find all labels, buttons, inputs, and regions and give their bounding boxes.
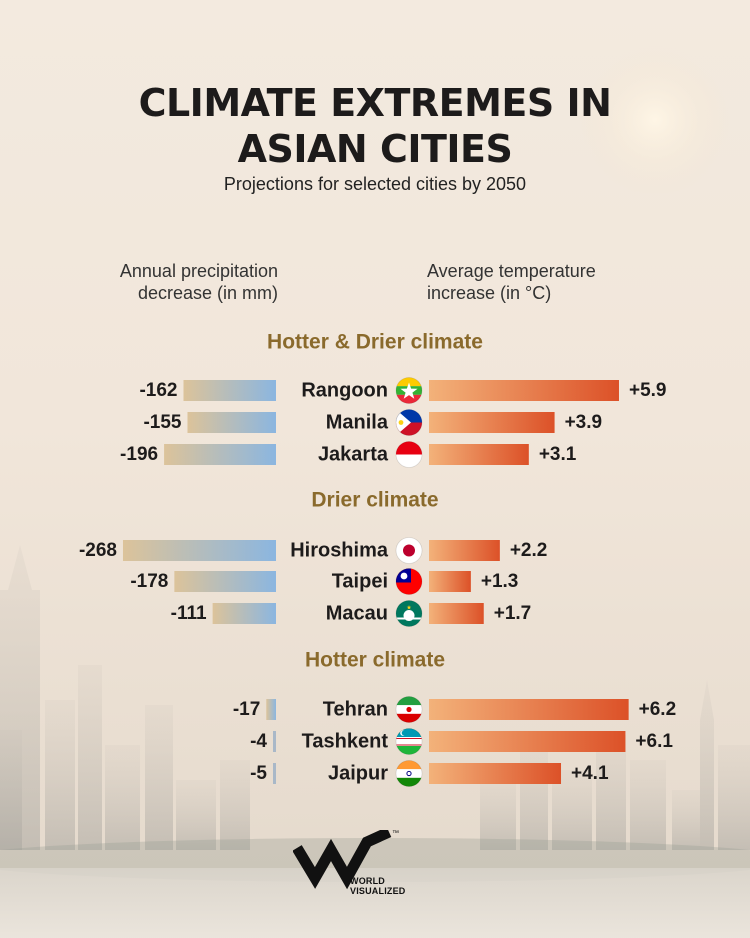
precipitation-value-label: -178	[130, 571, 168, 592]
temperature-bar	[429, 412, 555, 433]
precipitation-column-header: Annual precipitation decrease (in mm)	[38, 260, 278, 304]
city-label: Macau	[326, 603, 388, 625]
precipitation-bar	[164, 444, 276, 465]
title-line-1: CLIMATE EXTREMES IN	[138, 81, 612, 125]
temperature-bar	[429, 540, 500, 561]
precipitation-value-label: -162	[139, 380, 177, 401]
indonesia-flag	[395, 441, 423, 468]
city-label: Tehran	[323, 699, 388, 721]
temperature-bar	[429, 699, 629, 720]
precip-header-line-2: decrease (in mm)	[137, 283, 278, 303]
temperature-value-label: +1.3	[481, 571, 519, 592]
group-title: Hotter climate	[305, 649, 445, 672]
temperature-value-label: +3.9	[565, 412, 603, 433]
title-line-2: ASIAN CITIES	[237, 127, 513, 171]
city-label: Tashkent	[302, 731, 389, 753]
temperature-value-label: +1.7	[494, 603, 532, 624]
temperature-bar	[429, 763, 562, 784]
precipitation-bar	[266, 699, 276, 720]
india-flag	[395, 760, 423, 787]
iran-flag	[395, 696, 423, 723]
taiwan-flag	[395, 568, 423, 595]
precipitation-value-label: -4	[250, 731, 267, 752]
precip-header-line-1: Annual precipitation	[119, 261, 278, 281]
uzbekistan-flag	[395, 728, 423, 755]
temperature-bar	[429, 571, 471, 592]
skyline-shapes	[0, 545, 750, 850]
precipitation-value-label: -17	[233, 699, 260, 720]
group-title: Drier climate	[311, 489, 438, 512]
group-title: Hotter & Drier climate	[267, 331, 483, 354]
city-label: Taipei	[332, 571, 388, 593]
temp-header-line-2: increase (in °C)	[427, 283, 552, 303]
trademark-mark: ™	[392, 830, 399, 837]
precipitation-bar	[183, 380, 276, 401]
temperature-column-header: Average temperature increase (in °C)	[427, 260, 667, 304]
city-label: Jaipur	[328, 763, 388, 785]
temperature-bar	[429, 444, 529, 465]
precipitation-bar	[212, 603, 276, 624]
sun-shape	[580, 45, 730, 195]
city-label: Manila	[326, 412, 389, 434]
temperature-value-label: +6.1	[635, 731, 673, 752]
temperature-bar	[429, 731, 626, 752]
page-subtitle: Projections for selected cities by 2050	[223, 174, 527, 194]
japan-flag	[395, 537, 423, 564]
page-title: CLIMATE EXTREMES IN ASIAN CITIES	[0, 80, 750, 172]
city-label: Rangoon	[301, 380, 388, 402]
macau-flag	[395, 600, 423, 627]
brand-line-2: VISUALIZED	[350, 886, 406, 896]
temperature-bar	[429, 380, 619, 401]
temperature-value-label: +4.1	[571, 763, 609, 784]
precipitation-value-label: -111	[171, 603, 207, 624]
precipitation-value-label: -196	[120, 444, 158, 465]
philippines-flag	[395, 409, 423, 436]
temperature-value-label: +5.9	[629, 380, 667, 401]
water-surface	[0, 868, 750, 938]
precipitation-bar	[174, 571, 276, 592]
precipitation-bar	[187, 412, 276, 433]
temperature-value-label: +6.2	[639, 699, 677, 720]
temperature-bar	[429, 603, 484, 624]
world-visualized-logo-icon	[293, 830, 392, 890]
brand-name: WORLD VISUALIZED	[350, 876, 406, 896]
precipitation-value-label: -155	[143, 412, 181, 433]
precipitation-value-label: -268	[79, 540, 117, 561]
brand-line-1: WORLD	[350, 876, 385, 886]
temp-header-line-1: Average temperature	[427, 261, 596, 281]
city-label: Jakarta	[318, 444, 389, 466]
temperature-value-label: +3.1	[539, 444, 577, 465]
temperature-value-label: +2.2	[510, 540, 548, 561]
myanmar-flag	[395, 377, 423, 404]
precipitation-bar	[122, 540, 276, 561]
precipitation-bar	[273, 731, 276, 752]
city-label: Hiroshima	[290, 540, 389, 562]
precipitation-value-label: -5	[250, 763, 267, 784]
precipitation-bar	[273, 763, 276, 784]
